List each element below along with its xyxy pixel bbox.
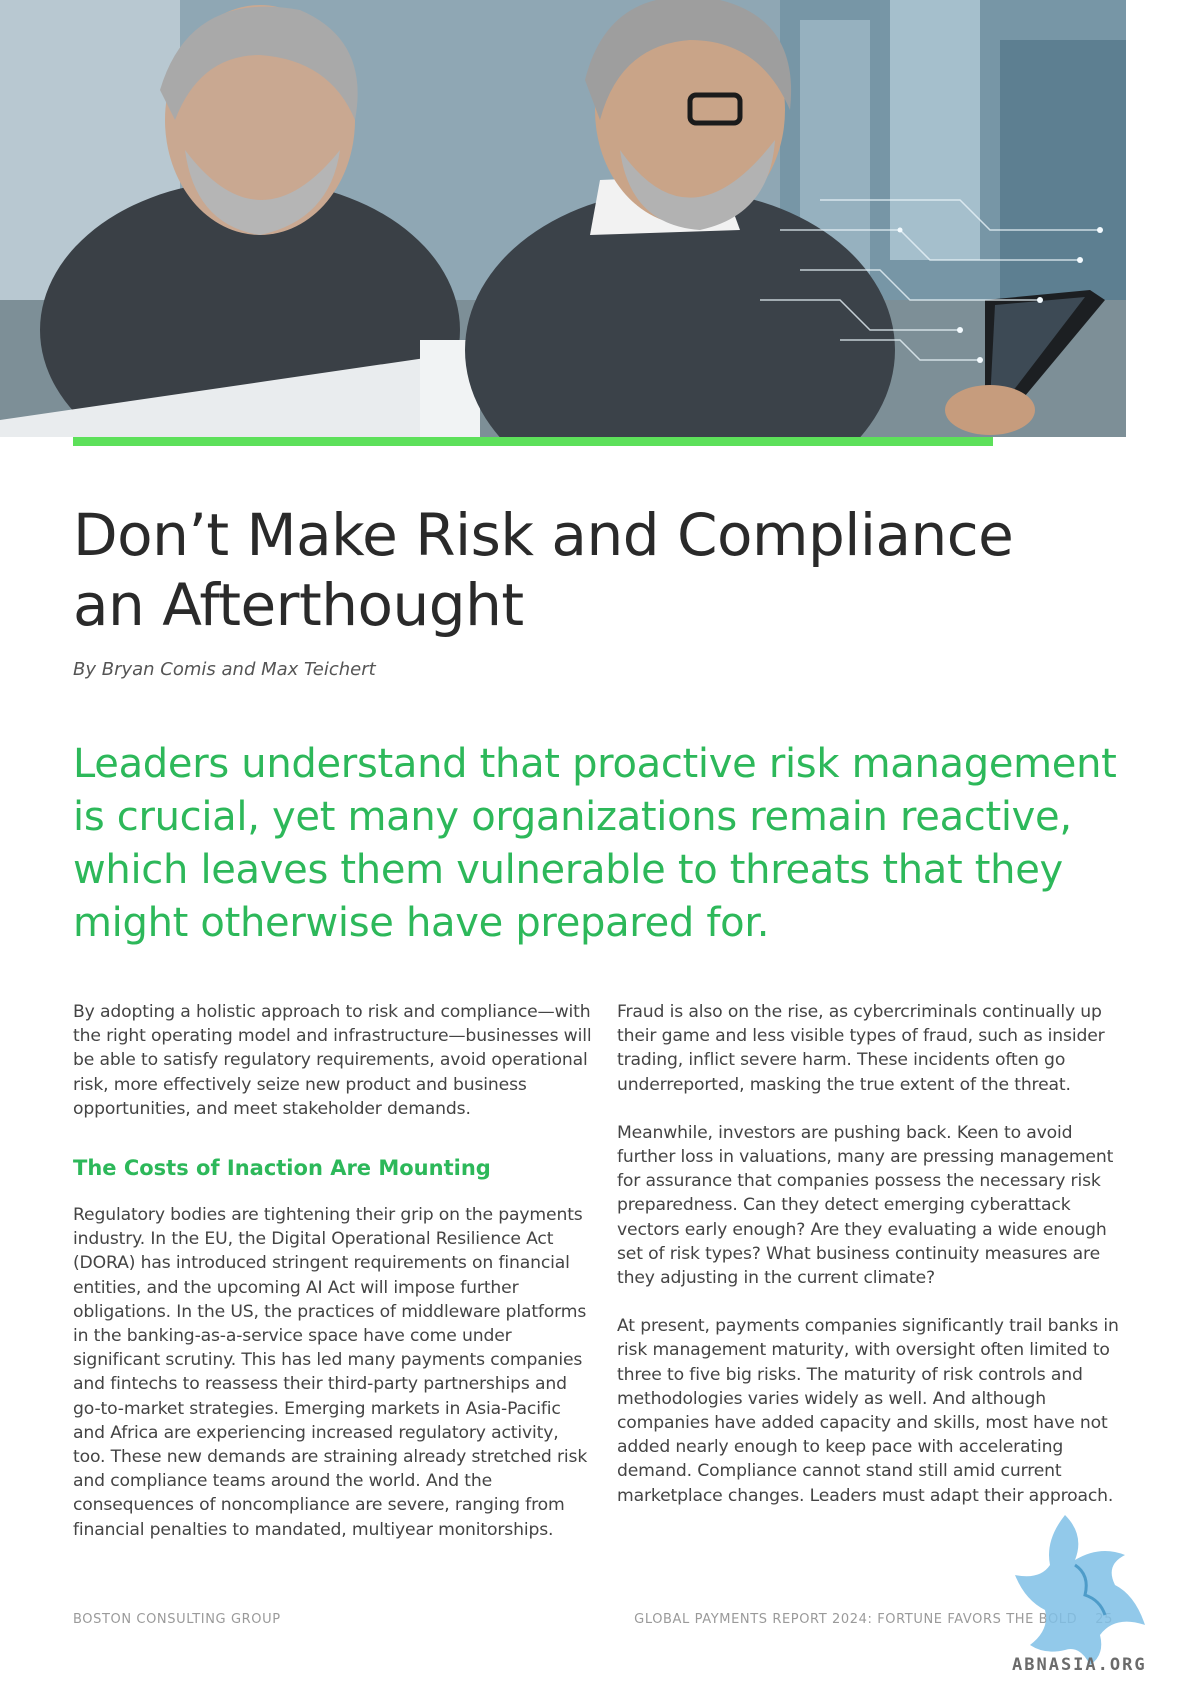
lede-paragraph: Leaders understand that proactive risk m… [73,741,1117,946]
hero-image [0,0,1126,437]
footer-report-name: GLOBAL PAYMENTS REPORT 2024: FORTUNE FAV… [634,1612,1078,1627]
left-column: By adopting a holistic approach to risk … [73,1000,593,1566]
hero-photo-illustration [0,0,1126,437]
byline: By Bryan Comis and Max Teichert [73,659,376,680]
right-paragraph-2: Meanwhile, investors are pushing back. K… [617,1122,1114,1289]
left-paragraph-1: By adopting a holistic approach to risk … [73,1002,592,1119]
right-paragraph-3: At present, payments companies significa… [617,1316,1119,1506]
section-heading: The Costs of Inaction Are Mounting [73,1156,491,1181]
footer-publisher: BOSTON CONSULTING GROUP [73,1612,281,1627]
watermark-logo-icon [1015,1515,1145,1665]
article-title: Don’t Make Risk and Compliance an Aftert… [73,500,1073,640]
title-line-1: Don’t Make Risk and Compliance [73,501,1014,569]
left-paragraph-2: Regulatory bodies are tightening their g… [73,1205,588,1540]
title-line-2: an Afterthought [73,571,524,639]
accent-bar [73,437,993,446]
right-column: Fraud is also on the rise, as cybercrimi… [617,1000,1127,1532]
right-paragraph-1: Fraud is also on the rise, as cybercrimi… [617,1002,1105,1095]
watermark-text: ABNASIA.ORG [1012,1655,1147,1675]
